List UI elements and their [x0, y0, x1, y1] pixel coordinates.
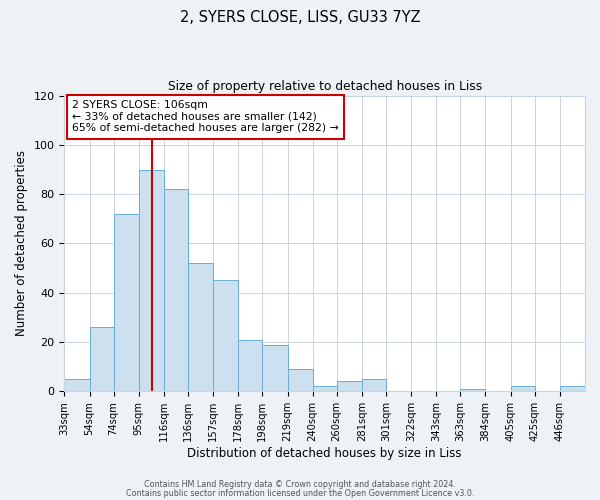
- Bar: [64, 379, 89, 392]
- Text: Contains HM Land Registry data © Crown copyright and database right 2024.: Contains HM Land Registry data © Crown c…: [144, 480, 456, 489]
- Bar: [362, 379, 386, 392]
- Bar: [511, 386, 535, 392]
- Bar: [287, 369, 313, 392]
- Bar: [313, 386, 337, 392]
- Bar: [188, 263, 213, 392]
- Text: 2, SYERS CLOSE, LISS, GU33 7YZ: 2, SYERS CLOSE, LISS, GU33 7YZ: [179, 10, 421, 25]
- Bar: [89, 328, 113, 392]
- Bar: [164, 189, 188, 392]
- Bar: [460, 389, 485, 392]
- Bar: [560, 386, 585, 392]
- Bar: [262, 344, 287, 392]
- Title: Size of property relative to detached houses in Liss: Size of property relative to detached ho…: [167, 80, 482, 93]
- Bar: [337, 382, 362, 392]
- Bar: [213, 280, 238, 392]
- X-axis label: Distribution of detached houses by size in Liss: Distribution of detached houses by size …: [187, 447, 462, 460]
- Bar: [113, 214, 139, 392]
- Bar: [238, 340, 262, 392]
- Y-axis label: Number of detached properties: Number of detached properties: [15, 150, 28, 336]
- Text: Contains public sector information licensed under the Open Government Licence v3: Contains public sector information licen…: [126, 488, 474, 498]
- Bar: [139, 170, 164, 392]
- Text: 2 SYERS CLOSE: 106sqm
← 33% of detached houses are smaller (142)
65% of semi-det: 2 SYERS CLOSE: 106sqm ← 33% of detached …: [72, 100, 339, 133]
